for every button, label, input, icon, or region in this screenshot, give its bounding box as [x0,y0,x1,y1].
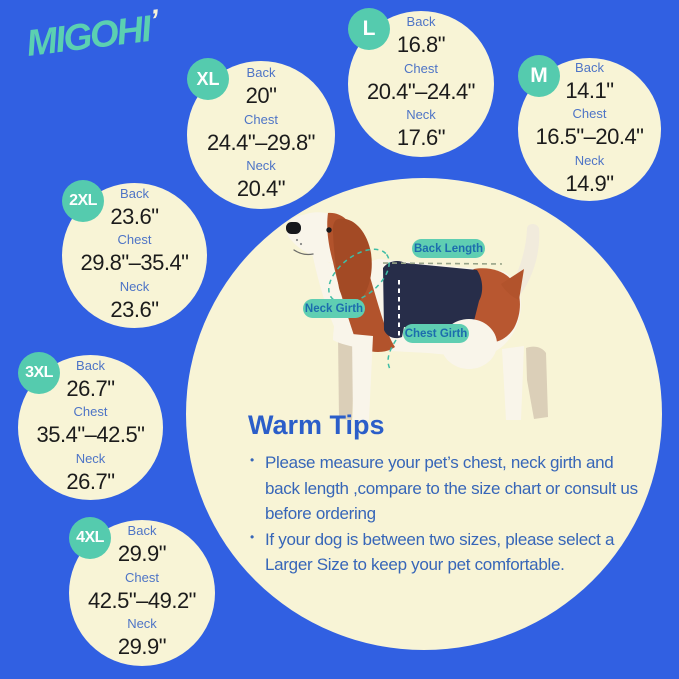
size-badge-3xl: 3XL [18,352,60,394]
neck-label: Neck [119,278,150,294]
back-value: 14.1" [565,77,614,103]
bullet-icon: • [250,453,254,467]
size-badge-m: M [518,55,560,97]
tip-text: If your dog is between two sizes, please… [265,529,615,575]
back-length-pill: Back Length [412,239,485,258]
neck-value: 23.6" [110,296,159,322]
neck-girth-dash-ellipse [328,248,390,304]
size-circle-m: M Back 14.1" Chest 16.5"–20.4" Neck 14.9… [518,55,661,201]
bullet-icon: • [250,529,254,544]
neck-label: Neck [574,152,605,168]
back-label: Back [120,185,149,201]
chest-girth-dash-curve [387,339,397,372]
back-label: Back [76,357,105,373]
size-circle-3xl: 3XL Back 26.7" Chest 35.4"–42.5" Neck 26… [18,352,163,500]
chest-value: 24.4"–29.8" [207,129,316,155]
back-label: Back [127,523,157,539]
neck-label: Neck [406,107,436,123]
chest-value: 16.5"–20.4" [535,124,645,150]
size-badge-2xl: 2XL [62,180,104,222]
dog-eye [326,227,332,233]
measurement-dashes [328,248,503,372]
neck-label: Neck [246,158,276,174]
neck-girth-pill: Neck Girth [303,299,365,318]
dog-mouth [293,249,314,256]
dog-muzzle-dot [299,242,303,246]
chest-value: 42.5"–49.2" [88,587,197,613]
back-length-dash-line [382,262,503,265]
neck-value: 29.9" [117,634,167,660]
neck-value: 17.6" [396,125,446,151]
chest-label: Chest [125,569,159,585]
chest-label: Chest [117,232,152,248]
tip-item: • If your dog is between two sizes, plea… [248,527,650,578]
chest-label: Chest [73,404,108,420]
chest-girth-pill: Chest Girth [403,324,469,343]
tip-item: • Please measure your pet’s chest, neck … [248,450,650,527]
chest-label: Chest [404,60,438,76]
back-value: 16.8" [396,32,446,58]
back-label: Back [406,14,436,30]
size-circle-4xl: 4XL Back 29.9" Chest 42.5"–49.2" Neck 29… [69,517,215,666]
neck-value: 14.9" [565,170,614,196]
back-label: Back [575,59,604,75]
back-value: 20" [245,83,277,109]
dog-body [286,212,548,420]
back-value: 23.6" [110,203,159,229]
neck-value: 26.7" [66,468,115,494]
warm-tips-title: Warm Tips [248,410,385,440]
warm-tips-section: Warm Tips • Please measure your pet’s ch… [248,410,650,578]
dog-muzzle-dot [295,238,299,242]
back-label: Back [246,65,276,81]
back-value: 26.7" [66,375,115,401]
size-circle-l: L Back 16.8" Chest 20.4"–24.4" Neck 17.6… [348,8,494,157]
dog-ear [333,218,372,304]
dog-nose [286,222,301,234]
chest-label: Chest [572,106,607,122]
tip-text: Please measure your pet’s chest, neck gi… [265,453,638,523]
size-badge-4xl: 4XL [69,517,111,559]
size-badge-l: L [348,8,390,50]
dog-near-front-leg [352,334,373,420]
size-badge-xl: XL [187,58,229,100]
dog-tail-base [501,269,524,300]
chest-label: Chest [244,111,278,127]
dog-near-hind-leg [502,346,524,420]
size-circle-2xl: 2XL Back 23.6" Chest 29.8"–35.4" Neck 23… [62,180,207,328]
size-circle-xl: XL Back 20" Chest 24.4"–29.8" Neck 20.4" [187,58,335,209]
neck-value: 20.4" [236,176,286,202]
chest-value: 20.4"–24.4" [367,78,476,104]
dog-far-front-leg [338,336,356,420]
back-value: 29.9" [117,541,167,567]
dog-far-hind-leg [526,346,548,419]
dog-vest [383,260,483,339]
chest-value: 35.4"–42.5" [36,422,146,448]
neck-label: Neck [127,616,157,632]
neck-label: Neck [75,450,106,466]
chest-value: 29.8"–35.4" [80,250,190,276]
